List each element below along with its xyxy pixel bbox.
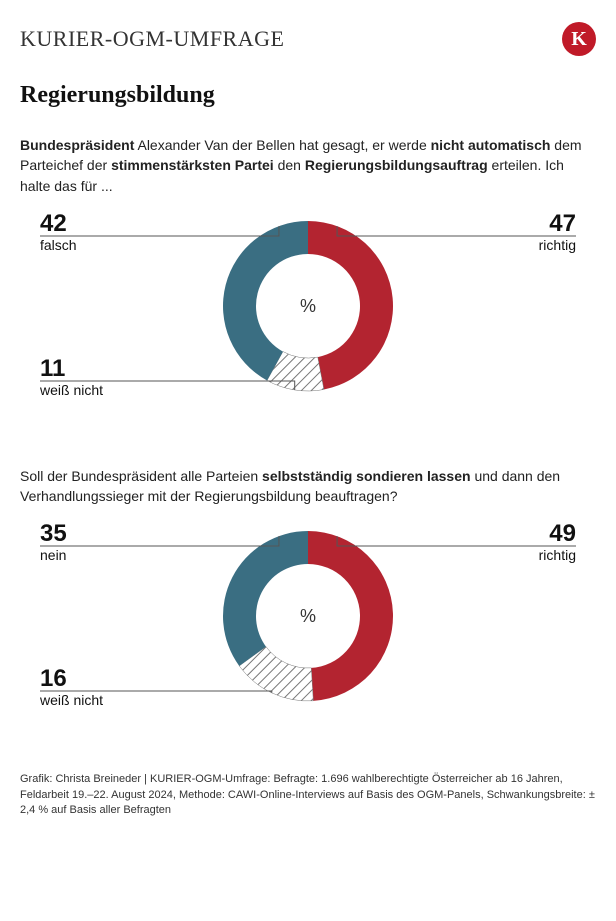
- page-title: Regierungsbildung: [20, 82, 596, 109]
- question-span: Alexander Van der Bellen hat gesagt, er …: [134, 137, 430, 153]
- question-bold-span: Regierungsbildungsauftrag: [305, 157, 488, 173]
- question-bold-span: selbstständig sondieren lassen: [262, 468, 471, 484]
- question-1-text: Bundespräsident Alexander Van der Bellen…: [20, 135, 596, 196]
- donut-svg: [20, 516, 596, 746]
- donut-chart-1: 47richtig11weiß nicht42falsch%: [20, 206, 596, 436]
- donut-chart-2: 49richtig16weiß nicht35nein%: [20, 516, 596, 746]
- leader-line: [337, 537, 576, 547]
- question-span: Soll der Bundespräsident alle Parteien: [20, 468, 262, 484]
- footnote: Grafik: Christa Breineder | KURIER-OGM-U…: [20, 772, 596, 818]
- donut-svg: [20, 206, 596, 436]
- donut-slice-nein: [223, 531, 308, 666]
- question-bold-span: Bundespräsident: [20, 137, 134, 153]
- leader-line: [40, 691, 272, 693]
- donut-center-label: %: [300, 606, 316, 627]
- question-span: den: [274, 157, 305, 173]
- donut-center-label: %: [300, 296, 316, 317]
- question-bold-span: nicht automatisch: [431, 137, 551, 153]
- donut-slice-richtig: [308, 531, 393, 701]
- header: KURIER-OGM-UMFRAGE K: [20, 22, 596, 56]
- publisher-logo: K: [562, 22, 596, 56]
- question-bold-span: stimmenstärksten Partei: [111, 157, 274, 173]
- leader-line: [337, 226, 576, 236]
- kicker: KURIER-OGM-UMFRAGE: [20, 26, 284, 52]
- leader-line: [40, 381, 295, 390]
- donut-slice-richtig: [308, 221, 393, 389]
- question-2-text: Soll der Bundespräsident alle Parteien s…: [20, 466, 596, 507]
- leader-line: [40, 537, 279, 547]
- infographic-page: KURIER-OGM-UMFRAGE K Regierungsbildung B…: [0, 0, 616, 921]
- publisher-logo-letter: K: [571, 28, 587, 51]
- leader-line: [40, 226, 279, 236]
